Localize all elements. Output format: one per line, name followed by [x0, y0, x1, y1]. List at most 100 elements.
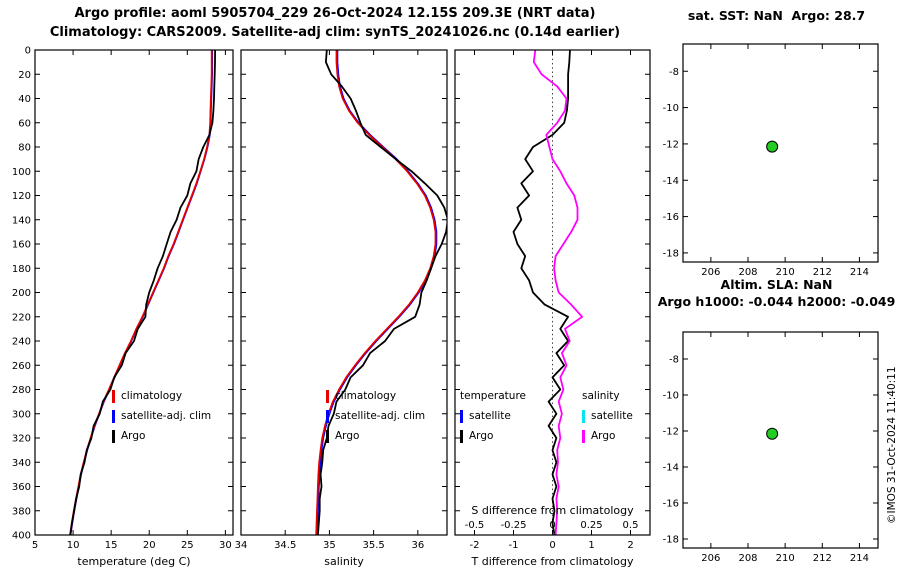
sla-map-title: Altim. SLA: NaN: [720, 277, 833, 292]
legend-item-argo: Argo: [112, 426, 211, 446]
map-sst-panel: 206 208 210 212 214 -8 -10 -12 -14 -16 -18: [663, 43, 879, 278]
legend-item-climatology: climatology: [326, 386, 425, 406]
svg-text:0.5: 0.5: [623, 520, 639, 531]
series-salinity-argo: [532, 50, 583, 535]
svg-text:-18: -18: [663, 248, 679, 259]
svg-text:-14: -14: [663, 463, 679, 474]
svg-text:36: 36: [411, 540, 424, 551]
svg-text:320: 320: [12, 434, 31, 445]
legend-item-s-argo: Argo: [582, 426, 633, 446]
legend-item-argo: Argo: [326, 426, 425, 446]
svg-text:temperature (deg C): temperature (deg C): [77, 555, 190, 568]
difference-panel-temperature-legend: temperature satellite Argo: [460, 386, 526, 446]
difference-profile-panel: -2 -1 0 1 2 T difference from climatology S di…: [454, 49, 651, 568]
legend-item-s-satellite: satellite: [582, 406, 633, 426]
legend-label: Argo: [469, 430, 494, 442]
figure-subtitle: Climatology: CARS2009. Satellite-adj cli…: [49, 25, 621, 40]
svg-text:-0.5: -0.5: [465, 520, 485, 531]
svg-text:25: 25: [181, 540, 194, 551]
series-climatology: [69, 50, 213, 535]
legend-item-t-satellite: satellite: [460, 406, 526, 426]
sst-map-title: sat. SST: NaN Argo: 28.7: [687, 8, 866, 23]
satellite-adj-clim-line-sample: [112, 409, 115, 423]
svg-text:214: 214: [850, 553, 869, 564]
figure-title: Argo profile: aoml 5905704_229 26-Oct-20…: [74, 6, 596, 21]
legend-label: climatology: [121, 390, 183, 402]
map-sla-panel: 206 208 210 212 214 -8 -10 -12 -14 -16 -18: [663, 331, 879, 564]
svg-text:0.25: 0.25: [580, 520, 602, 531]
svg-text:34.5: 34.5: [274, 540, 296, 551]
legend-label: climatology: [335, 390, 397, 402]
svg-text:214: 214: [850, 267, 869, 278]
difference-panel-salinity-legend: salinity satellite Argo: [582, 386, 633, 446]
svg-text:2: 2: [627, 540, 633, 551]
svg-text:208: 208: [738, 553, 757, 564]
legend-label: satellite: [469, 410, 511, 422]
svg-text:208: 208: [738, 267, 757, 278]
svg-text:300: 300: [12, 409, 31, 420]
svg-text:0: 0: [549, 520, 555, 531]
satellite-adj-clim-line-sample: [326, 409, 329, 423]
svg-text:212: 212: [813, 267, 832, 278]
salinity-panel-legend: climatology satellite-adj. clim Argo: [326, 386, 425, 446]
series-satellite-adj-clim: [69, 50, 213, 535]
svg-text:35.5: 35.5: [362, 540, 384, 551]
svg-text:salinity: salinity: [324, 555, 364, 568]
s-satellite-line-sample: [582, 409, 585, 423]
t-satellite-line-sample: [460, 409, 463, 423]
svg-text:T difference from climatology: T difference from climatology: [471, 555, 634, 568]
svg-text:-8: -8: [669, 67, 679, 78]
svg-text:S difference from climatology: S difference from climatology: [471, 504, 634, 517]
svg-text:210: 210: [776, 553, 795, 564]
svg-text:-2: -2: [470, 540, 480, 551]
salinity-profile-panel: 34 34.5 35 35.5 36 salinity: [235, 49, 448, 568]
svg-text:-18: -18: [663, 535, 679, 546]
sla-map-subtitle: Argo h1000: -0.044 h2000: -0.049: [657, 294, 896, 309]
svg-text:-16: -16: [663, 499, 679, 510]
argo-position-marker: [766, 427, 779, 440]
temperature-profile-panel: 5 10 15 20 25 3002040608010012014016018020022…: [12, 46, 234, 568]
t-argo-line-sample: [460, 429, 463, 443]
svg-text:400: 400: [12, 531, 31, 542]
svg-text:-1: -1: [509, 540, 519, 551]
svg-text:-16: -16: [663, 212, 679, 223]
svg-text:34: 34: [235, 540, 248, 551]
legend-item-satellite-adj-clim: satellite-adj. clim: [326, 406, 425, 426]
svg-text:100: 100: [12, 167, 31, 178]
svg-text:-10: -10: [663, 391, 679, 402]
legend-label: Argo: [591, 430, 616, 442]
svg-text:60: 60: [18, 118, 31, 129]
argo-position-marker: [766, 140, 779, 153]
svg-text:5: 5: [32, 540, 38, 551]
series-argo: [69, 50, 216, 535]
svg-text:340: 340: [12, 458, 31, 469]
svg-text:206: 206: [701, 553, 720, 564]
argo-line-sample: [326, 429, 329, 443]
legend-item-satellite-adj-clim: satellite-adj. clim: [112, 406, 211, 426]
svg-text:210: 210: [776, 267, 795, 278]
series-climatology: [315, 50, 437, 535]
svg-text:-12: -12: [663, 427, 679, 438]
svg-text:212: 212: [813, 553, 832, 564]
svg-text:20: 20: [143, 540, 156, 551]
svg-text:200: 200: [12, 288, 31, 299]
svg-text:1: 1: [588, 540, 594, 551]
climatology-line-sample: [112, 389, 115, 403]
svg-text:180: 180: [12, 264, 31, 275]
legend-label: satellite-adj. clim: [121, 410, 212, 422]
legend-label: Argo: [121, 430, 146, 442]
legend-column-header: temperature: [460, 390, 526, 402]
svg-text:240: 240: [12, 337, 31, 348]
svg-text:10: 10: [67, 540, 80, 551]
svg-text:280: 280: [12, 385, 31, 396]
svg-text:40: 40: [18, 94, 31, 105]
imos-watermark: ©IMOS 31-Oct-2024 11:40:11: [886, 366, 898, 524]
svg-text:0: 0: [549, 540, 555, 551]
svg-text:160: 160: [12, 240, 31, 251]
svg-text:206: 206: [701, 267, 720, 278]
svg-text:-8: -8: [669, 355, 679, 366]
svg-text:-14: -14: [663, 176, 679, 187]
svg-text:30: 30: [219, 540, 232, 551]
